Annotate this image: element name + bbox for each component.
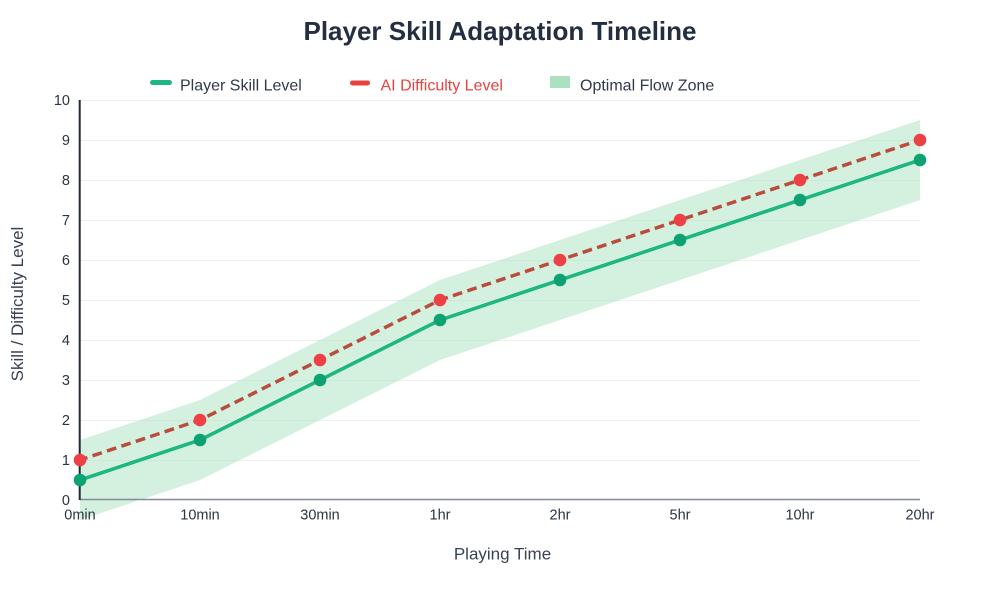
svg-text:5hr: 5hr [670, 508, 691, 524]
svg-text:0: 0 [62, 493, 70, 509]
svg-text:6: 6 [62, 253, 70, 269]
svg-text:Playing Time: Playing Time [454, 545, 551, 564]
svg-text:8: 8 [62, 173, 70, 189]
svg-text:1: 1 [62, 453, 70, 469]
svg-text:10min: 10min [180, 508, 220, 524]
svg-text:10: 10 [54, 93, 70, 109]
svg-text:7: 7 [62, 213, 70, 229]
svg-text:0min: 0min [64, 508, 95, 524]
svg-text:10hr: 10hr [785, 508, 814, 524]
svg-text:Optimal Flow Zone: Optimal Flow Zone [580, 78, 714, 95]
svg-text:AI Difficulty Level: AI Difficulty Level [381, 78, 503, 95]
svg-text:30min: 30min [300, 508, 340, 524]
svg-text:9: 9 [62, 133, 70, 149]
svg-text:3: 3 [62, 373, 70, 389]
svg-text:2: 2 [62, 413, 70, 429]
svg-text:Player Skill Adaptation Timeli: Player Skill Adaptation Timeline [303, 16, 696, 46]
svg-text:Skill / Difficulty Level: Skill / Difficulty Level [8, 227, 27, 382]
svg-text:1hr: 1hr [430, 508, 451, 524]
svg-text:Player Skill Level: Player Skill Level [180, 78, 302, 95]
svg-text:5: 5 [62, 293, 70, 309]
svg-text:20hr: 20hr [905, 508, 934, 524]
svg-text:2hr: 2hr [550, 508, 571, 524]
svg-text:4: 4 [62, 333, 70, 349]
